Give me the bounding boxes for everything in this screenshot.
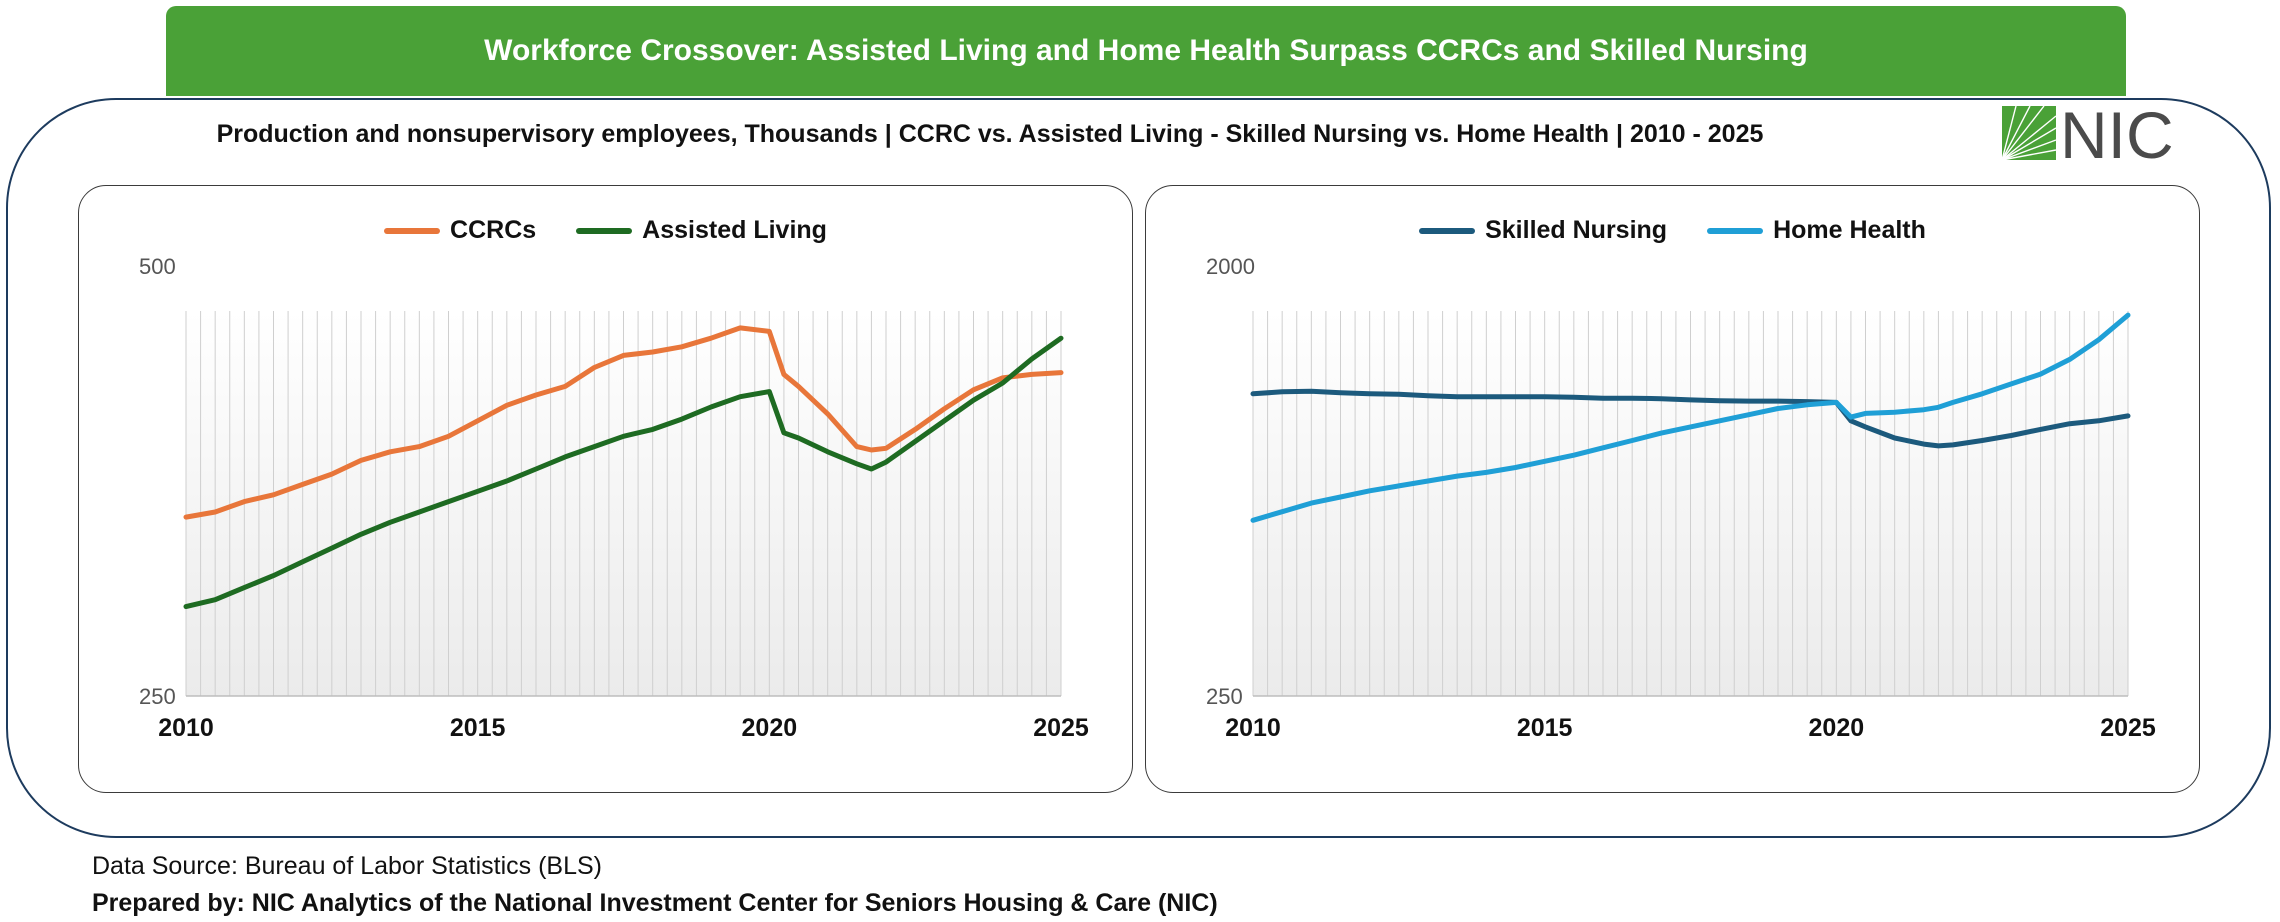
legend-swatch-skilled-nursing <box>1419 227 1476 234</box>
chart-panel-right: 250 2000 2010 2015 2020 2025 Skilled Nursing … <box>1145 185 2200 793</box>
nic-logo-icon: NIC <box>2001 98 2174 172</box>
legend-item-skilled-nursing: Skilled Nursing <box>1419 216 1667 245</box>
x-tick-label-2020: 2020 <box>1809 714 1865 742</box>
y-tick-label-min: 250 <box>1206 684 1243 709</box>
chart-title: Workforce Crossover: Assisted Living and… <box>484 34 1808 67</box>
legend-swatch-assisted-living <box>576 227 633 234</box>
legend-swatch-ccrcs <box>384 227 441 234</box>
y-tick-label-max: 2000 <box>1206 254 1255 279</box>
legend-item-ccrcs: CCRCs <box>384 216 536 245</box>
y-tick-label-max: 500 <box>139 254 176 279</box>
legend-label-assisted-living: Assisted Living <box>642 216 827 244</box>
vertical-gridlines <box>1252 311 2129 696</box>
legend-swatch-home-health <box>1707 227 1764 234</box>
nic-logo: NIC <box>2000 98 2195 172</box>
x-tick-label-2015: 2015 <box>1517 714 1573 742</box>
x-tick-label-2010: 2010 <box>1225 714 1281 742</box>
prepared-by-note: Prepared by: NIC Analytics of the Nation… <box>92 889 1218 917</box>
outer-frame <box>6 98 2271 838</box>
chart-subtitle: Production and nonsupervisory employees,… <box>216 120 1764 148</box>
x-tick-label-2015: 2015 <box>450 714 506 742</box>
legend-label-ccrcs: CCRCs <box>450 216 537 244</box>
data-source-note: Data Source: Bureau of Labor Statistics … <box>92 852 602 880</box>
legend-item-assisted-living: Assisted Living <box>576 216 827 245</box>
logo-text: NIC <box>2060 102 2174 164</box>
series-line-home-health <box>1250 312 2131 523</box>
x-tick-label-2025: 2025 <box>2100 714 2156 742</box>
series-line-ccrcs <box>183 325 1064 520</box>
x-tick-label-2010: 2010 <box>158 714 214 742</box>
legend-item-home-health: Home Health <box>1707 216 1926 245</box>
series-line-skilled-nursing <box>1250 388 2131 449</box>
chart-panel-left: 250 500 2010 2015 2020 2025 CCRCs Assisted Li… <box>78 185 1133 793</box>
chart-left-svg: 250 500 2010 2015 2020 2025 <box>139 254 1089 742</box>
legend-left: CCRCs Assisted Living <box>79 216 1132 245</box>
chart-title-banner: Workforce Crossover: Assisted Living and… <box>166 6 2126 96</box>
series-line-assisted-living <box>183 335 1064 610</box>
chart-right-svg: 250 2000 2010 2015 2020 2025 <box>1206 254 2156 742</box>
legend-label-home-health: Home Health <box>1773 216 1926 244</box>
x-tick-label-2025: 2025 <box>1033 714 1089 742</box>
vertical-gridlines <box>185 311 1062 696</box>
y-tick-label-min: 250 <box>139 684 176 709</box>
x-tick-label-2020: 2020 <box>742 714 798 742</box>
legend-label-skilled-nursing: Skilled Nursing <box>1485 216 1668 244</box>
legend-right: Skilled Nursing Home Health <box>1146 216 2199 245</box>
